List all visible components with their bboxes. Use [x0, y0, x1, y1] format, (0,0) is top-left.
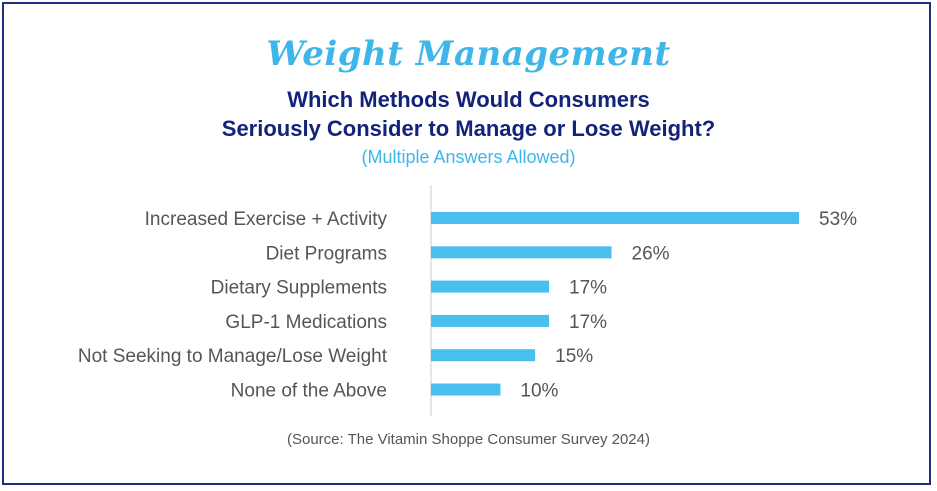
category-label: Increased Exercise + Activity [145, 209, 388, 230]
category-label: Not Seeking to Manage/Lose Weight [78, 346, 388, 367]
category-label: None of the Above [231, 381, 387, 402]
category-label: Dietary Supplements [211, 278, 387, 299]
bar [431, 349, 536, 362]
bar [431, 314, 550, 327]
chart-subtitle: (Multiple Answers Allowed) [361, 147, 576, 167]
value-label: 26% [632, 243, 670, 264]
bar [431, 280, 550, 293]
chart-title-line-1: Which Methods Would Consumers [287, 87, 650, 112]
value-label: 17% [569, 312, 607, 333]
value-label: 17% [569, 278, 607, 299]
chart-title-line-2: Seriously Consider to Manage or Lose Wei… [221, 116, 716, 141]
source-note: (Source: The Vitamin Shoppe Consumer Sur… [287, 431, 650, 448]
bar [431, 246, 612, 259]
value-label: 53% [819, 209, 857, 230]
value-label: 15% [555, 346, 593, 367]
category-label: Diet Programs [266, 243, 387, 264]
bar [431, 383, 501, 396]
chart-frame [2, 2, 931, 485]
value-label: 10% [520, 381, 558, 402]
bar [431, 212, 799, 224]
category-label: GLP-1 Medications [225, 312, 387, 333]
section-title: Weight Management [266, 34, 671, 74]
